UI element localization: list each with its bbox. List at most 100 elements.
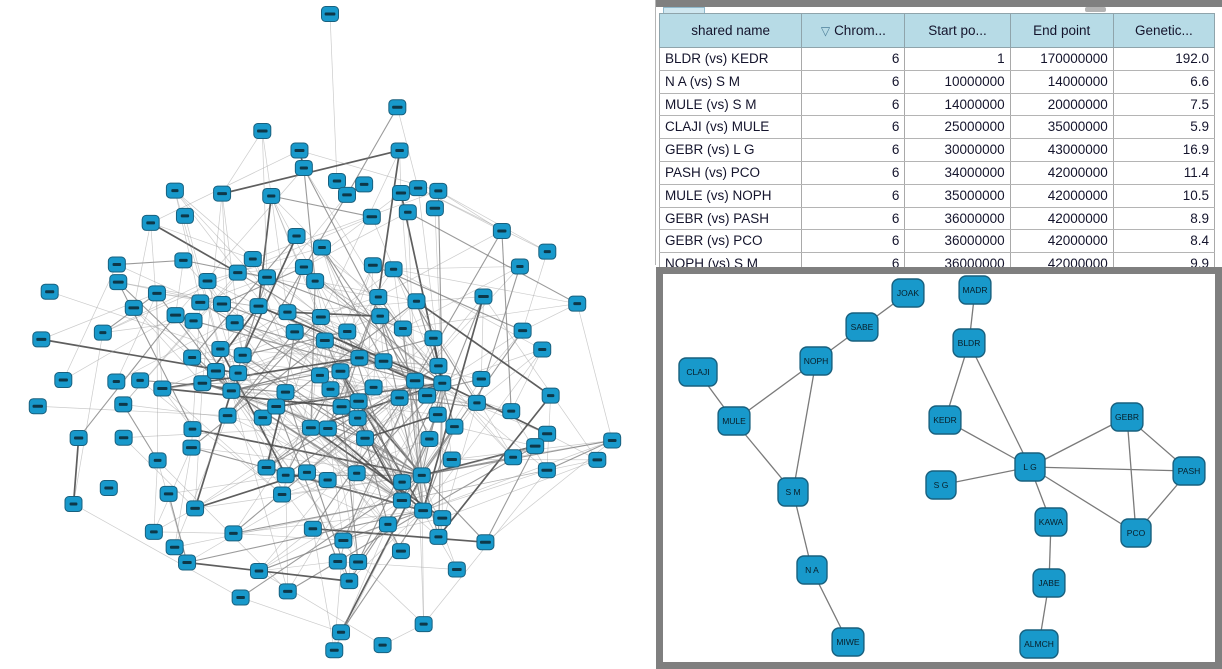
cell-value[interactable]: 36000000: [904, 207, 1011, 231]
network-node-mule[interactable]: MULE: [717, 406, 751, 436]
network-node[interactable]: [69, 429, 88, 446]
cell-value[interactable]: 16.9: [1112, 138, 1216, 162]
cell-value[interactable]: 5.9: [1112, 115, 1216, 140]
cell-value[interactable]: 36000000: [904, 229, 1011, 254]
network-node[interactable]: [568, 295, 587, 312]
cell-value[interactable]: 6: [801, 207, 906, 231]
network-node[interactable]: [428, 406, 447, 423]
network-node[interactable]: [165, 182, 184, 199]
cell-value[interactable]: 35000000: [1009, 115, 1114, 140]
network-node[interactable]: [350, 349, 369, 366]
network-node[interactable]: [32, 331, 51, 348]
network-node[interactable]: [392, 492, 411, 509]
cell-value[interactable]: 35000000: [904, 184, 1011, 208]
network-node[interactable]: [294, 258, 313, 275]
network-node[interactable]: [148, 452, 167, 469]
edge-BLDR-LG[interactable]: [968, 342, 1031, 468]
network-node-noph[interactable]: NOPH: [799, 346, 833, 376]
network-node[interactable]: [364, 379, 383, 396]
edge-LG-PCO[interactable]: [1029, 466, 1137, 534]
cell-value[interactable]: 42000000: [1009, 161, 1114, 185]
network-node[interactable]: [28, 398, 47, 415]
table-row[interactable]: MULE (vs) NOPH 6 35000000 42000000 10.5: [658, 184, 1216, 208]
network-node[interactable]: [183, 349, 202, 366]
cell-shared-name[interactable]: GEBR (vs) PASH: [658, 207, 803, 231]
network-node[interactable]: [273, 486, 292, 503]
network-node[interactable]: [107, 373, 126, 390]
network-node[interactable]: [206, 362, 225, 379]
network-node[interactable]: [257, 459, 276, 476]
network-node-bldr[interactable]: BLDR: [952, 328, 986, 358]
network-node[interactable]: [107, 256, 126, 273]
cell-value[interactable]: 34000000: [904, 161, 1011, 185]
network-node-n-a[interactable]: N A: [796, 555, 828, 585]
network-node[interactable]: [332, 624, 351, 641]
network-node[interactable]: [406, 372, 425, 389]
cell-value[interactable]: 6.6: [1112, 70, 1216, 94]
table-row[interactable]: N A (vs) S M 6 10000000 14000000 6.6: [658, 70, 1216, 94]
cell-value[interactable]: 30000000: [904, 138, 1011, 162]
network-node[interactable]: [141, 214, 160, 231]
network-node[interactable]: [253, 409, 272, 426]
cell-shared-name[interactable]: GEBR (vs) L G: [658, 138, 803, 162]
network-node[interactable]: [328, 553, 347, 570]
network-node[interactable]: [114, 396, 133, 413]
network-node-pash[interactable]: PASH: [1172, 456, 1206, 486]
network-node[interactable]: [393, 474, 412, 491]
network-node[interactable]: [318, 471, 337, 488]
network-node[interactable]: [290, 142, 309, 159]
network-node[interactable]: [414, 616, 433, 633]
cell-value[interactable]: 6: [801, 229, 906, 254]
filtered-network-view[interactable]: JOAK MADR SABE BLDR NOPH CLAJI GEBR KEDR MULE L G…: [663, 274, 1215, 662]
network-node[interactable]: [174, 252, 193, 269]
network-node[interactable]: [93, 324, 112, 341]
column-header-end-point[interactable]: End point: [1009, 13, 1114, 48]
network-node[interactable]: [349, 393, 368, 410]
network-node[interactable]: [278, 304, 297, 321]
network-node[interactable]: [513, 322, 532, 339]
network-node-sabe[interactable]: SABE: [845, 312, 879, 342]
network-node[interactable]: [425, 200, 444, 217]
network-node[interactable]: [334, 532, 353, 549]
network-node[interactable]: [218, 407, 237, 424]
network-node[interactable]: [182, 439, 201, 456]
network-node[interactable]: [303, 520, 322, 537]
network-node[interactable]: [474, 288, 493, 305]
network-node[interactable]: [538, 425, 557, 442]
network-node[interactable]: [412, 467, 431, 484]
network-node[interactable]: [249, 562, 268, 579]
network-node[interactable]: [467, 394, 486, 411]
network-node[interactable]: [249, 298, 268, 315]
network-node[interactable]: [603, 432, 622, 449]
network-node[interactable]: [347, 465, 366, 482]
network-node[interactable]: [378, 516, 397, 533]
cell-value[interactable]: 6: [801, 115, 906, 140]
network-node[interactable]: [424, 330, 443, 347]
network-node[interactable]: [332, 398, 351, 415]
network-node[interactable]: [337, 186, 356, 203]
network-node[interactable]: [228, 264, 247, 281]
network-node[interactable]: [285, 323, 304, 340]
cell-shared-name[interactable]: PASH (vs) PCO: [658, 161, 803, 185]
cell-shared-name[interactable]: CLAJI (vs) MULE: [658, 115, 803, 140]
network-node[interactable]: [533, 341, 552, 358]
cell-shared-name[interactable]: MULE (vs) S M: [658, 93, 803, 117]
network-node[interactable]: [166, 307, 185, 324]
network-node[interactable]: [407, 293, 426, 310]
network-node[interactable]: [537, 462, 556, 479]
cell-value[interactable]: 6: [801, 70, 906, 94]
network-node[interactable]: [315, 332, 334, 349]
network-node[interactable]: [476, 534, 495, 551]
network-node[interactable]: [418, 387, 437, 404]
network-node[interactable]: [243, 251, 262, 268]
cell-value[interactable]: 192.0: [1112, 47, 1216, 71]
network-node[interactable]: [211, 341, 230, 358]
edge-NOPH-SM[interactable]: [792, 360, 817, 493]
network-node[interactable]: [356, 430, 375, 447]
network-node[interactable]: [114, 429, 133, 446]
network-node[interactable]: [492, 222, 511, 239]
network-node[interactable]: [429, 182, 448, 199]
network-node[interactable]: [131, 372, 150, 389]
network-node-pco[interactable]: PCO: [1120, 518, 1152, 548]
network-node[interactable]: [433, 510, 452, 527]
